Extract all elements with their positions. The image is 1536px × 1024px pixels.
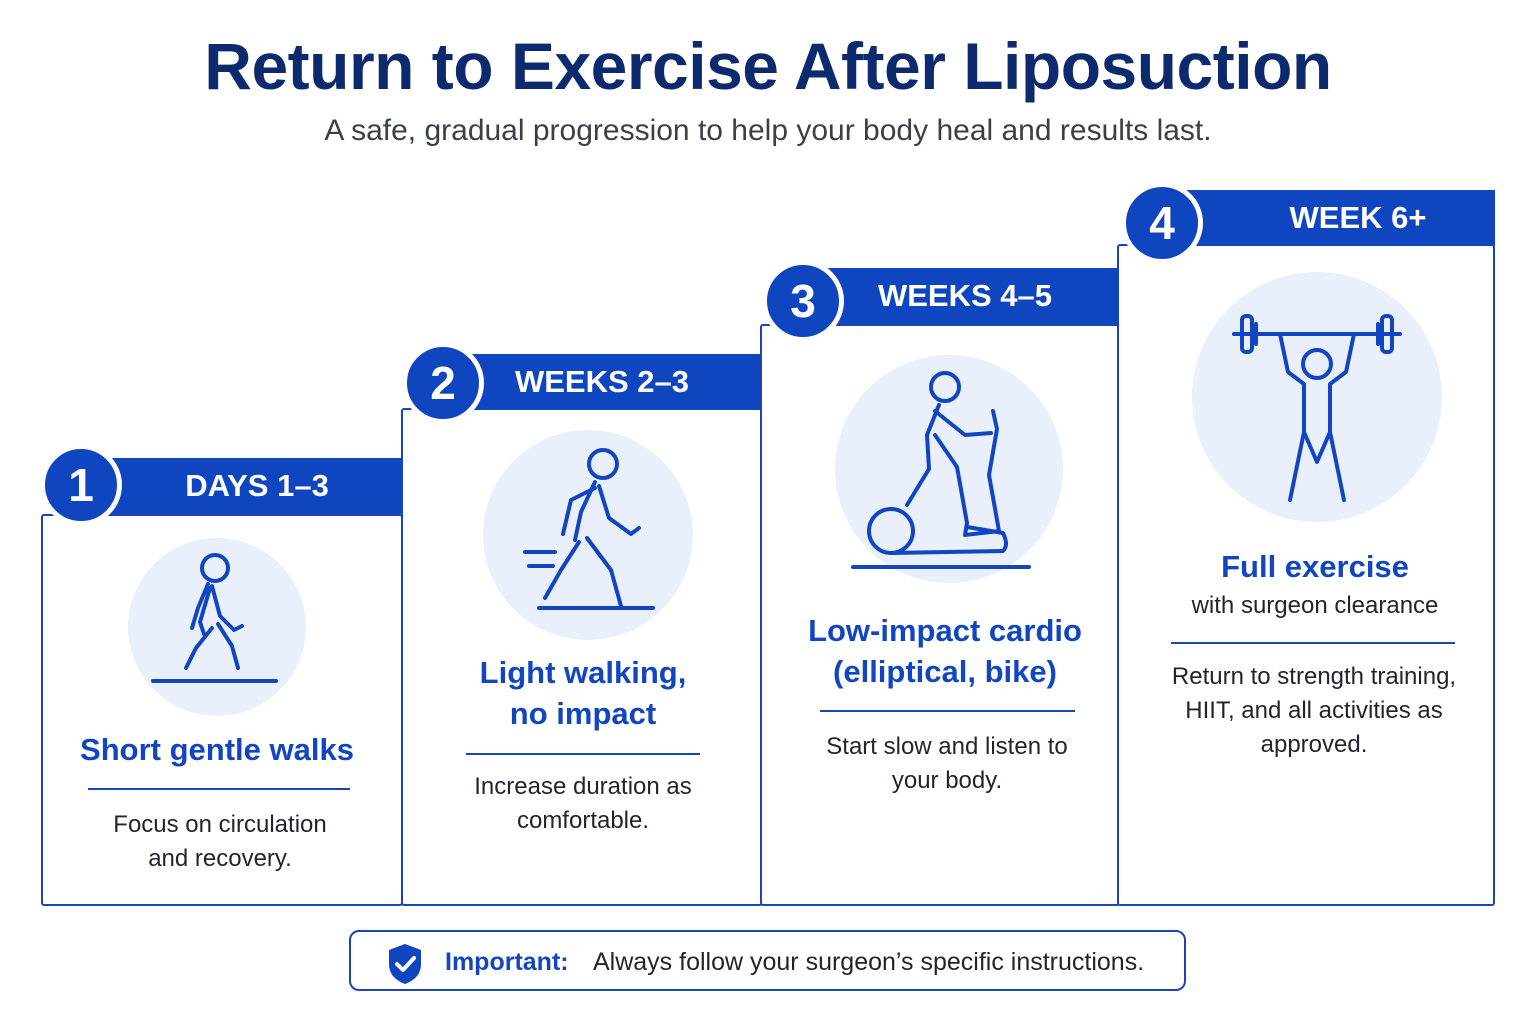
- step-number-badge: 1: [40, 444, 122, 526]
- step-period-band: WEEKS 2–3: [441, 354, 763, 410]
- step-description: Increase duration as comfortable.: [474, 773, 692, 834]
- step-heading: Light walking, no impact: [479, 655, 687, 731]
- step-period: DAYS 1–3: [185, 468, 329, 503]
- weightlifting-person-icon: [1192, 272, 1442, 522]
- step-divider: [466, 753, 700, 755]
- notice-label: Important:: [445, 948, 569, 976]
- step-divider: [820, 710, 1075, 712]
- shield-check-icon: [385, 942, 425, 991]
- step-divider: [1171, 642, 1455, 644]
- step-heading: Low-impact cardio (elliptical, bike): [808, 613, 1082, 689]
- walking-person-icon: [128, 538, 306, 716]
- step-subheading: with surgeon clearance: [1191, 592, 1439, 619]
- step-description: Focus on circulation and recovery.: [113, 811, 327, 872]
- step-period-band: WEEKS 4–5: [800, 268, 1120, 324]
- step-period-band: WEEK 6+: [1161, 190, 1495, 246]
- elliptical-trainer-icon: [835, 355, 1063, 583]
- page-subtitle: A safe, gradual progression to help your…: [324, 114, 1212, 147]
- step-1: DAYS 1–3 1 Short gentle walks Focus on c…: [40, 444, 403, 906]
- step-number-badge: 2: [402, 342, 484, 424]
- step-period-band: DAYS 1–3: [81, 458, 403, 514]
- step-2: WEEKS 2–3 2 Light walking, no impact Inc…: [401, 342, 763, 906]
- step-description: Start slow and listen to your body.: [826, 733, 1068, 794]
- step-period: WEEK 6+: [1289, 200, 1427, 235]
- step-heading: Short gentle walks: [80, 732, 354, 767]
- important-notice: Important: Always follow your surgeon’s …: [349, 930, 1186, 991]
- step-number-badge: 4: [1121, 182, 1203, 264]
- step-number-badge: 3: [762, 260, 844, 342]
- step-divider: [88, 788, 350, 790]
- step-heading: Full exercise: [1221, 549, 1409, 584]
- step-3: WEEKS 4–5 3 Low-impact cardio (elliptica…: [760, 260, 1120, 906]
- notice-text: Always follow your surgeon’s specific in…: [593, 948, 1145, 976]
- page-title: Return to Exercise After Liposuction: [204, 29, 1332, 103]
- step-4: WEEK 6+ 4 Full exercise with surgeon cle…: [1117, 182, 1495, 906]
- step-period: WEEKS 4–5: [878, 278, 1053, 313]
- step-description: Return to strength training, HIIT, and a…: [1171, 663, 1457, 758]
- step-period: WEEKS 2–3: [514, 364, 689, 399]
- brisk-walking-person-icon: [483, 430, 693, 640]
